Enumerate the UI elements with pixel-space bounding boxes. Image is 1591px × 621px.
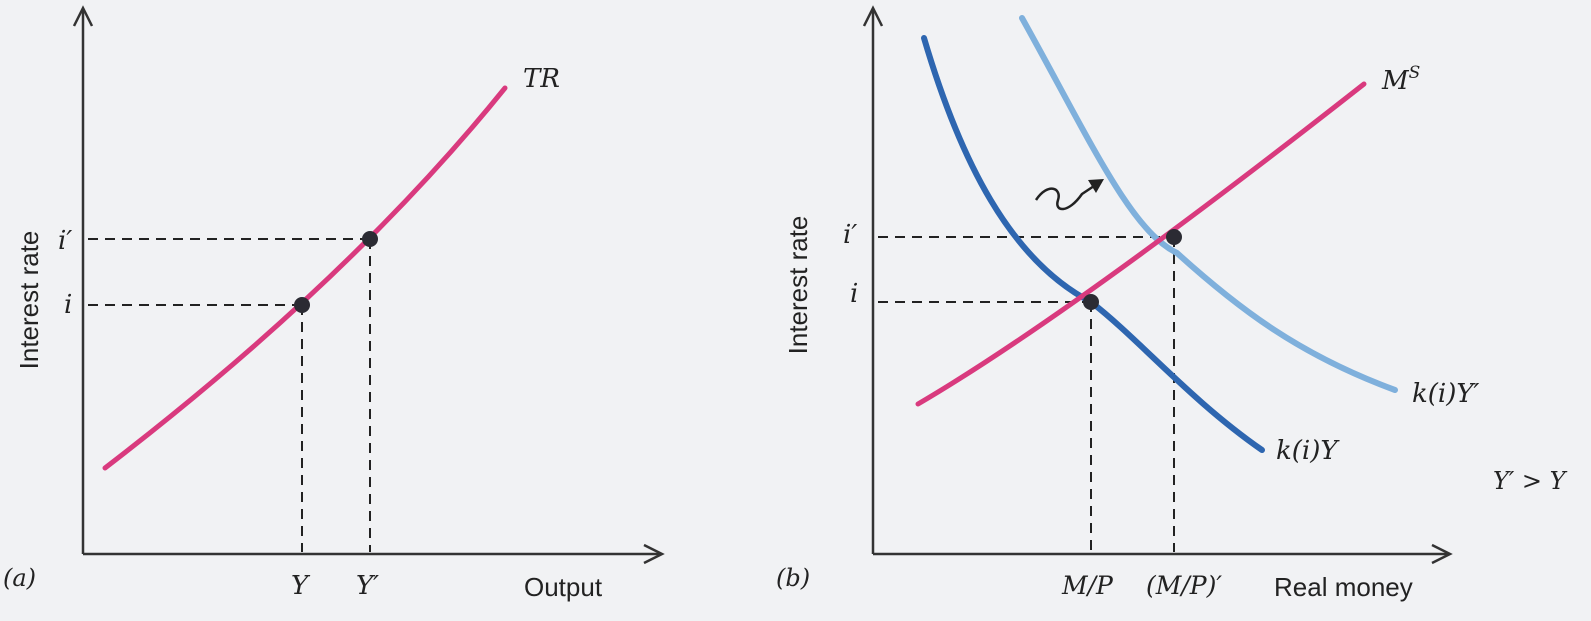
tr-curve — [102, 85, 508, 471]
panel-a: TR i′ i Y Y′ Output Interest rate (a) — [3, 5, 665, 602]
panel-a-y-axis-arrowhead-icon — [72, 5, 94, 27]
tr-label: TR — [523, 64, 560, 94]
panel-a-x-axis-arrowhead-icon — [643, 543, 665, 565]
money-supply-label: MS — [1381, 63, 1420, 96]
panel-b-tick-i: i — [850, 279, 858, 309]
panel-a-label: (a) — [3, 564, 36, 592]
panel-b-tick-i-prime: i′ — [843, 220, 857, 250]
panel-b-y-axis-arrowhead-icon — [862, 5, 884, 27]
panel-b-point-i-prime — [1166, 229, 1182, 245]
panel-b-x-axis-label: Real money — [1274, 572, 1413, 602]
panel-a-tick-y: Y — [291, 571, 311, 601]
panel-a-tick-i: i — [64, 290, 72, 320]
income-comparison-note: Y′ > Y — [1493, 467, 1568, 495]
panel-b-label: (b) — [776, 564, 810, 592]
panel-b-point-i — [1083, 294, 1099, 310]
money-demand-shift-label: k(i)Y′ — [1412, 379, 1480, 409]
money-demand-curve-y — [921, 35, 1265, 453]
panel-b: MS k(i)Y′ k(i)Y Y′ > Y i′ i M/P (M/P)′ R… — [776, 5, 1568, 602]
panel-b-x-axis-arrowhead-icon — [1431, 543, 1453, 565]
money-demand-label: k(i)Y — [1276, 436, 1340, 466]
panel-b-tick-m-p-prime: (M/P)′ — [1146, 571, 1222, 600]
panel-b-y-axis-label: Interest rate — [783, 216, 813, 355]
panel-b-tick-m-p: M/P — [1061, 571, 1114, 600]
panel-a-point-y — [294, 297, 310, 313]
money-supply-curve — [915, 81, 1367, 407]
panel-a-point-y-prime — [362, 231, 378, 247]
wavy-arrow-icon — [1034, 179, 1104, 211]
panel-a-tick-y-prime: Y′ — [356, 571, 379, 601]
panel-a-x-axis-label: Output — [524, 572, 603, 602]
panel-a-y-axis-label: Interest rate — [14, 231, 44, 370]
money-demand-curve-y-prime — [1019, 15, 1398, 393]
panel-a-tick-i-prime: i′ — [58, 226, 72, 256]
